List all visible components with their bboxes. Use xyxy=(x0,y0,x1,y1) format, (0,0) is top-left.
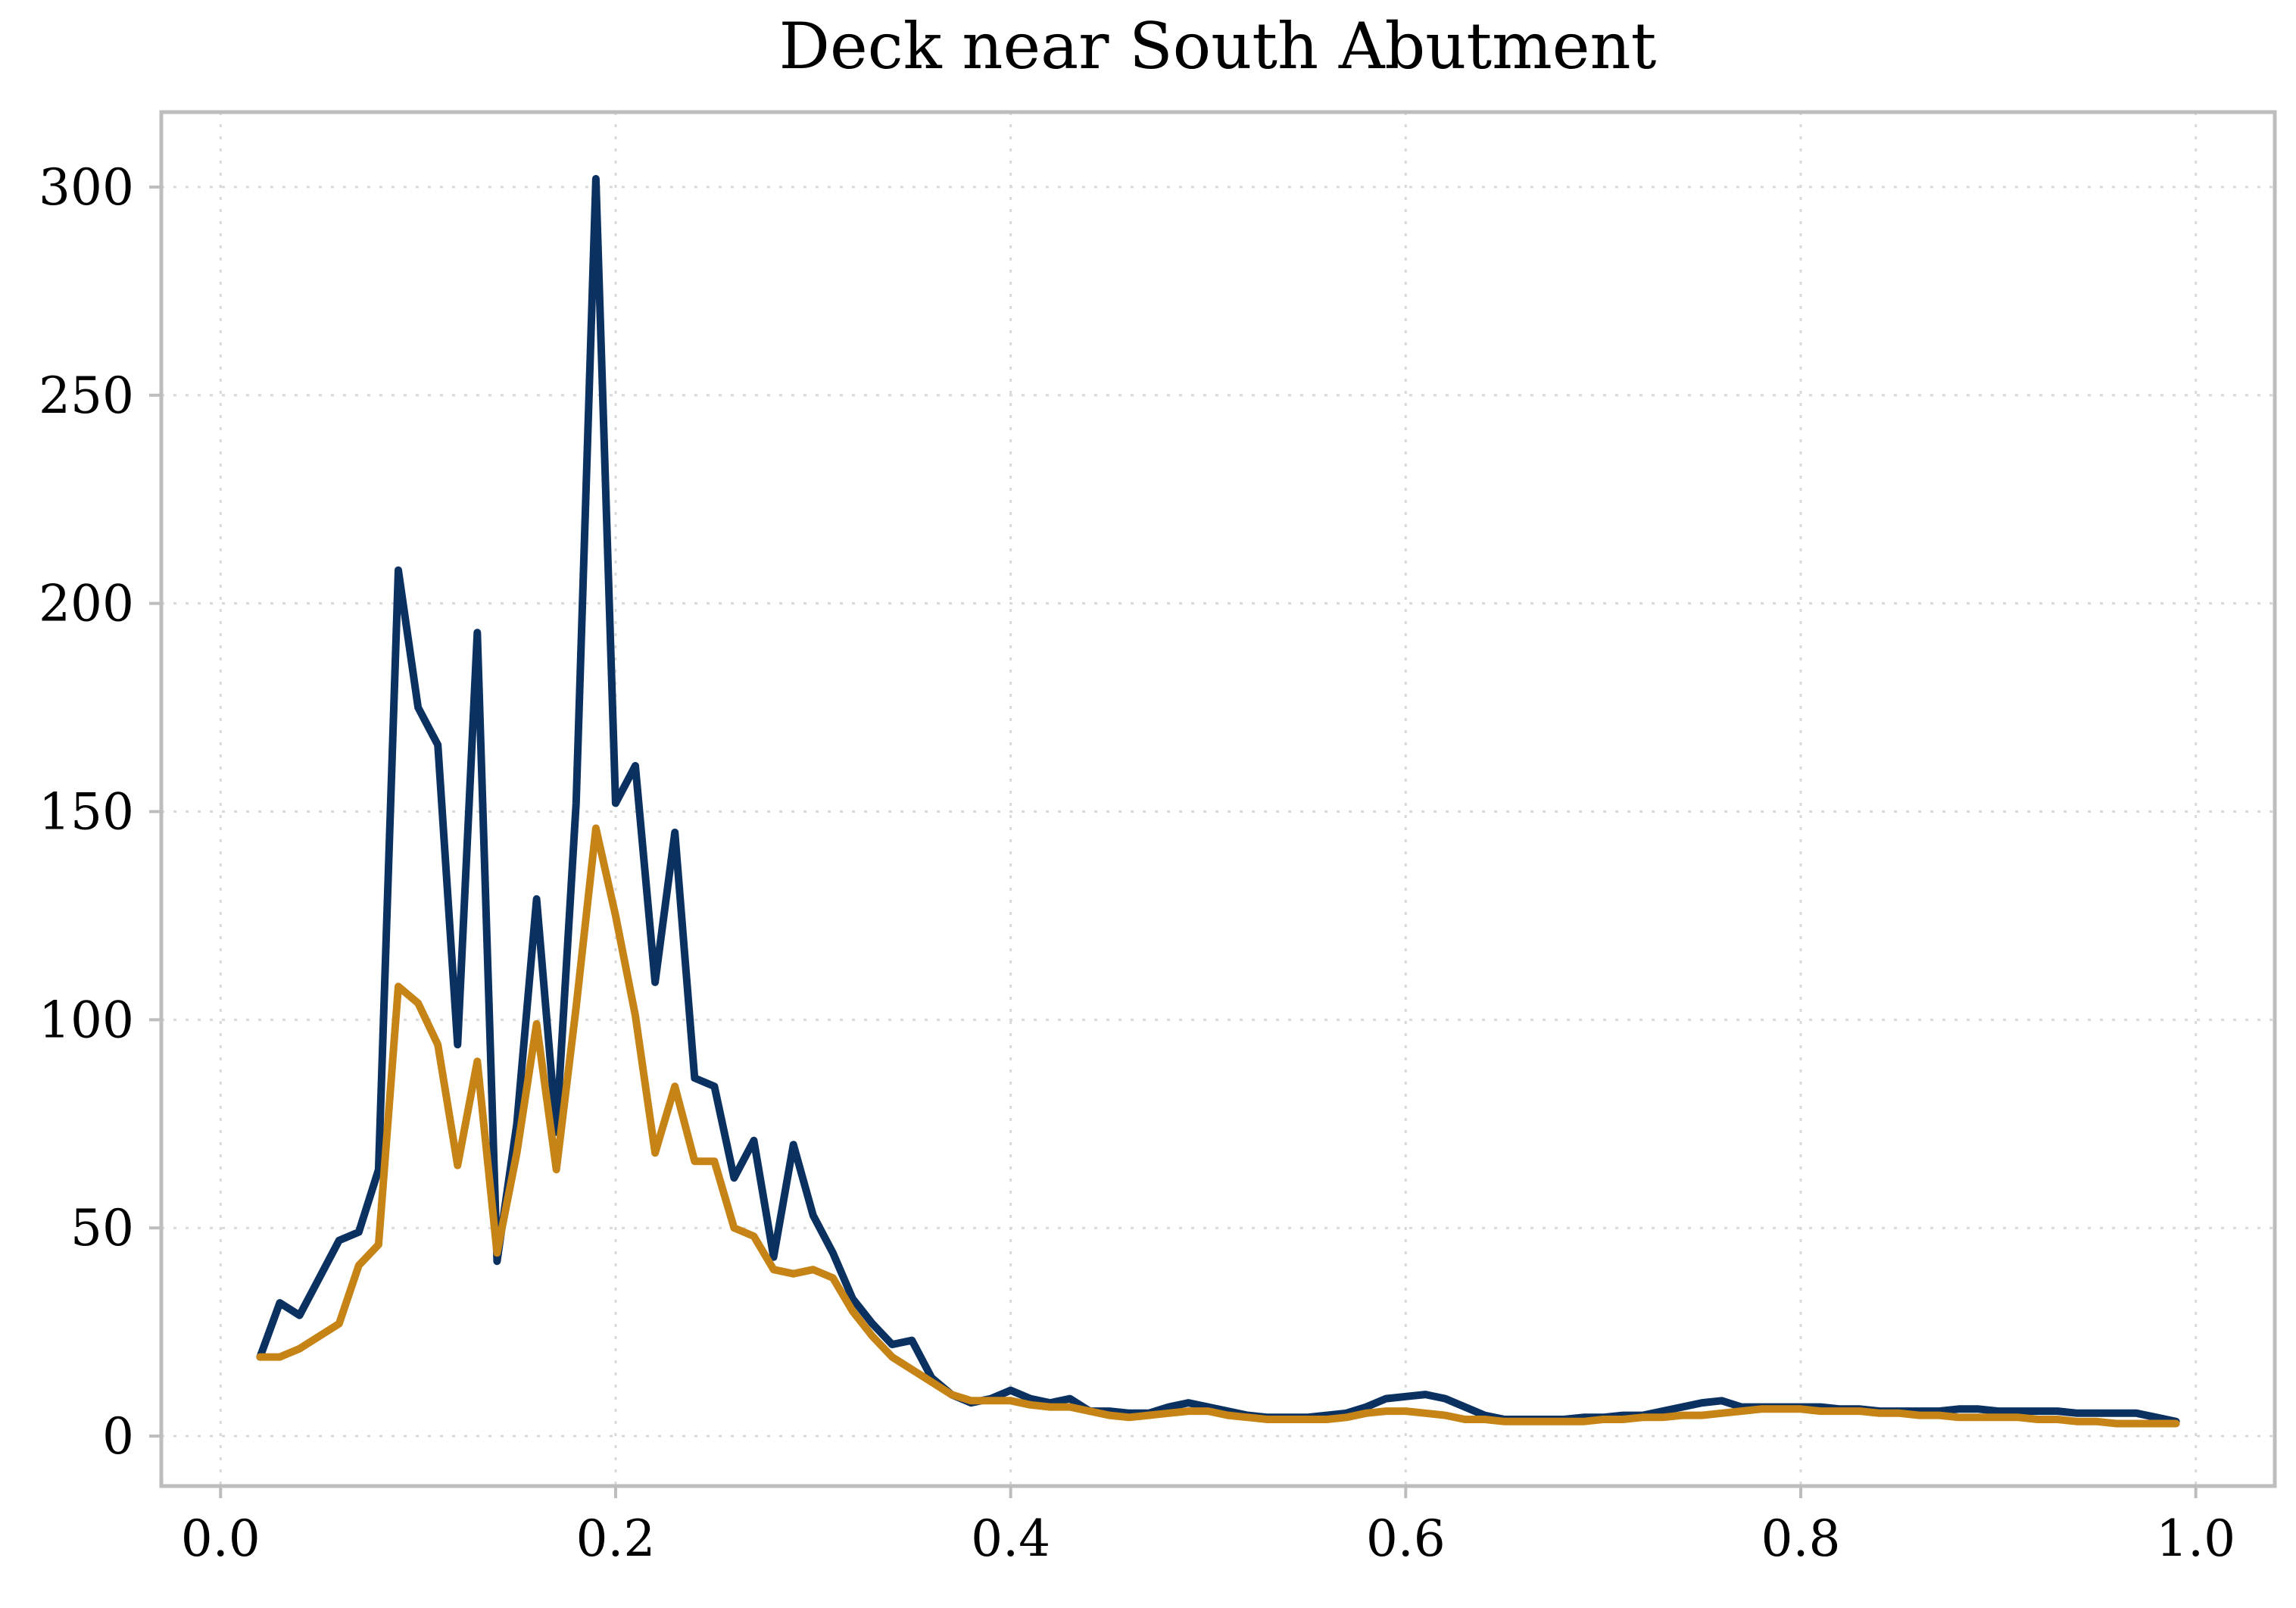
grid xyxy=(161,112,2275,1486)
y-tick-label: 250 xyxy=(39,367,134,425)
x-tick-label: 0.6 xyxy=(1366,1510,1446,1568)
axis-ticks: 0.0 0.2 0.4 0.6 0.8 1.0 0 50 100 150 200 250 300 xyxy=(39,158,2235,1568)
x-tick-label: 1.0 xyxy=(2156,1510,2235,1568)
y-tick-label: 150 xyxy=(39,782,134,841)
x-tick-label: 0.4 xyxy=(971,1510,1050,1568)
x-tick-label: 0.0 xyxy=(181,1510,260,1568)
series-line-navy xyxy=(256,175,2180,1425)
series-line-gold xyxy=(256,824,2180,1428)
plot-frame xyxy=(159,110,2277,1488)
x-tick-label: 0.2 xyxy=(576,1510,655,1568)
y-tick-label: 50 xyxy=(70,1199,134,1257)
chart-title: Deck near South Abutment xyxy=(779,9,1657,83)
y-tick-label: 0 xyxy=(102,1407,134,1466)
y-tick-label: 300 xyxy=(39,158,134,217)
y-tick-label: 100 xyxy=(39,991,134,1049)
x-tick-label: 0.8 xyxy=(1761,1510,1840,1568)
series-lines xyxy=(256,175,2180,1428)
y-tick-label: 200 xyxy=(39,575,134,633)
